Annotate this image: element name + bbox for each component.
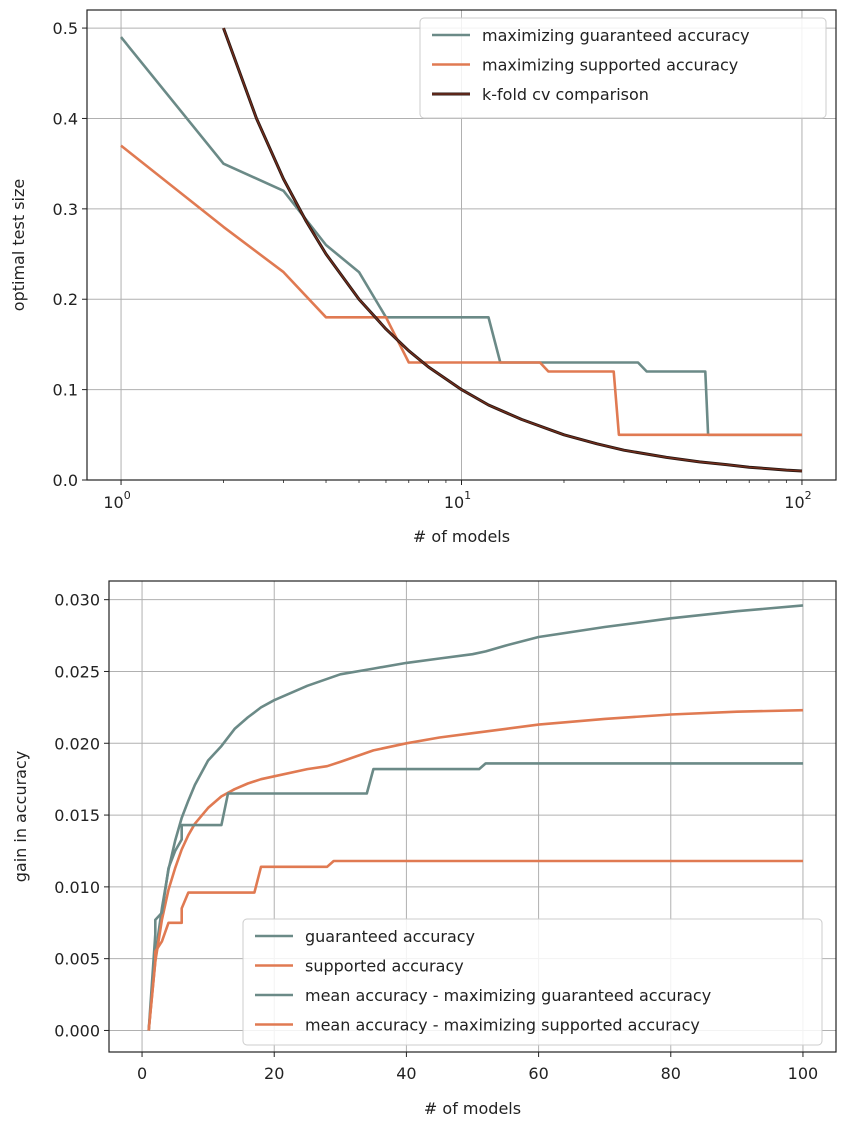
legend-label: guaranteed accuracy: [305, 927, 475, 946]
legend-label: mean accuracy - maximizing guaranteed ac…: [305, 986, 711, 1005]
series-line: [222, 27, 803, 472]
x-tick-exponent: 2: [805, 489, 812, 502]
y-tick-label: 0.5: [53, 19, 78, 38]
y-ticks: 0.000 0.005 0.010 0.015 0.020 0.025 0.030: [54, 591, 109, 1040]
x-tick-exponent: 0: [124, 489, 131, 502]
x-tick-label: 101: [444, 489, 471, 512]
x-tick-label: 20: [264, 1064, 284, 1083]
gain-in-accuracy-chart: 0 20 40 60 80 100 0.0000.0050.0100.0150.0200.…: [11, 580, 837, 1118]
legend-label: mean accuracy - maximizing supported acc…: [305, 1016, 700, 1035]
x-tick-base: 10: [784, 493, 804, 512]
legend: guaranteed accuracy supported accuracy mea…: [242, 918, 823, 1046]
y-tick-label: 0.0: [53, 471, 78, 490]
x-tick-label: 102: [784, 489, 811, 512]
x-tick-base: 10: [103, 493, 123, 512]
series-lines: [147, 604, 804, 1031]
series-line: [147, 762, 803, 1031]
y-tick-label: 0.4: [53, 109, 78, 128]
y-tick-label: 0.020: [54, 734, 100, 753]
legend-label: maximizing supported accuracy: [482, 56, 738, 75]
x-axis-label: # of models: [413, 527, 510, 546]
y-tick-label: 0.015: [54, 806, 100, 825]
x-tick-label: 100: [103, 489, 130, 512]
x-tick-label: 60: [528, 1064, 548, 1083]
x-tick-label: 80: [661, 1064, 681, 1083]
legend-label: maximizing guaranteed accuracy: [482, 26, 750, 45]
optimal-test-size-chart: 100 101 102 0.00.10.20.30.40.5 # of models…: [9, 9, 837, 546]
legend: maximizing guaranteed accuracy maximizing…: [419, 17, 827, 119]
x-tick-label: 100: [788, 1064, 819, 1083]
y-tick-label: 0.2: [53, 290, 78, 309]
y-ticks: 0.0 0.1 0.2 0.3 0.4 0.5: [53, 19, 87, 490]
series-lines: [119, 27, 803, 473]
x-tick-exponent: 1: [464, 489, 471, 502]
y-tick-label: 0.1: [53, 381, 78, 400]
x-tick-label: 40: [396, 1064, 416, 1083]
plot-frame: [108, 580, 837, 1053]
legend-box: [419, 17, 827, 119]
y-tick-label: 0.005: [54, 950, 100, 969]
legend-label: k-fold cv comparison: [482, 85, 649, 104]
x-ticks: 100 101 102: [103, 480, 812, 512]
series-line: [147, 708, 804, 1031]
series-line: [119, 36, 802, 437]
legend-label: supported accuracy: [305, 957, 464, 976]
y-tick-label: 0.030: [54, 591, 100, 610]
series-line: [147, 859, 803, 1031]
y-tick-label: 0.010: [54, 878, 100, 897]
series-line: [147, 604, 804, 1031]
y-axis-label: gain in accuracy: [11, 751, 30, 883]
x-axis-label: # of models: [424, 1099, 521, 1118]
y-axis-label: optimal test size: [9, 179, 28, 311]
legend-box: [242, 918, 823, 1046]
x-tick-base: 10: [444, 493, 464, 512]
y-tick-label: 0.000: [54, 1021, 100, 1040]
y-tick-label: 0.3: [53, 200, 78, 219]
y-tick-label: 0.025: [54, 662, 100, 681]
x-tick-label: 0: [137, 1064, 147, 1083]
x-ticks: 0 20 40 60 80 100: [137, 1052, 818, 1083]
